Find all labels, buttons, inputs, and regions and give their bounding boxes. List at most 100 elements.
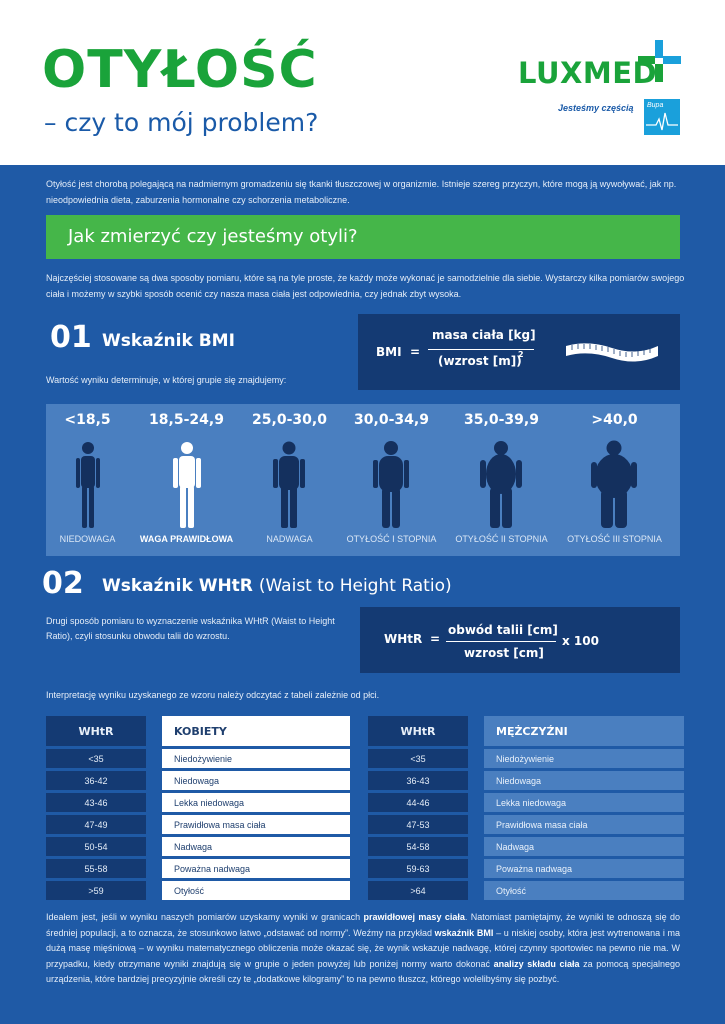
category-label: Niedowaga [484, 771, 684, 790]
bmi-formula-box: BMI = masa ciała [kg] (wzrost [m]) 2 [358, 314, 680, 390]
table-row: 54-58 Nadwaga [368, 837, 684, 856]
content-area [0, 165, 725, 1024]
closing-bold: prawidłowej masy ciała [363, 912, 465, 922]
body-silhouette-icon [273, 441, 305, 528]
section-banner: Jak zmierzyć czy jesteśmy otyli? [46, 215, 680, 259]
table-row: >64 Otyłość [368, 881, 684, 900]
bmi-range: >40,0 [591, 412, 638, 428]
table-row: 50-54 Nadwaga [46, 837, 350, 856]
bmi-category-6: >40,0 OTYŁOŚĆ III STOPNIA [562, 404, 667, 556]
whtr-title: Wskaźnik WHtR (Waist to Height Ratio) [102, 576, 452, 596]
category-label: Lekka niedowaga [162, 793, 350, 812]
intro-paragraph: Otyłość jest chorobą polegającą na nadmi… [46, 179, 677, 205]
whtr-range: 44-46 [368, 793, 468, 812]
section-number-02: 02 [42, 566, 84, 601]
closing-paragraph: Ideałem jest, jeśli w wyniku naszych pom… [46, 910, 680, 988]
table-row: 44-46 Lekka niedowaga [368, 793, 684, 812]
bmi-category-label: OTYŁOŚĆ II STOPNIA [455, 534, 548, 544]
bmi-range: 25,0-30,0 [252, 412, 327, 428]
closing-text: Ideałem jest, jeśli w wyniku naszych pom… [46, 912, 364, 922]
banner-title: Jak zmierzyć czy jesteśmy otyli? [68, 226, 358, 247]
category-label: Poważna nadwaga [162, 859, 350, 878]
body-silhouette-icon [591, 440, 637, 528]
whtr-formula-box: WHtR = obwód talii [cm] wzrost [cm] x 10… [360, 607, 680, 673]
whtr-range: >64 [368, 881, 468, 900]
whtr-title-main: Wskaźnik WHtR [102, 576, 253, 596]
category-label: Lekka niedowaga [484, 793, 684, 812]
whtr-title-sub: (Waist to Height Ratio) [258, 576, 452, 596]
page-header: OTYŁOŚĆ – czy to mój problem? LUXMED Jes… [0, 0, 725, 165]
whtr-range: <35 [46, 749, 146, 768]
table-header: WHtR MĘŻCZYŹNI [368, 716, 684, 746]
bmi-formula-label: BMI [376, 345, 402, 359]
bmi-category-label: OTYŁOŚĆ I STOPNIA [346, 534, 437, 544]
category-label: Niedożywienie [162, 749, 350, 768]
table-row: <35 Niedożywienie [46, 749, 350, 768]
whtr-range: 59-63 [368, 859, 468, 878]
table-row: 36-42 Niedowaga [46, 771, 350, 790]
bmi-denominator: (wzrost [m]) [438, 354, 522, 368]
column-header: WHtR [368, 716, 468, 746]
column-header: WHtR [46, 716, 146, 746]
table-row: 43-46 Lekka niedowaga [46, 793, 350, 812]
closing-bold: analizy składu ciała [493, 958, 580, 969]
bmi-lead-text: Wartość wyniku determinuje, w której gru… [46, 375, 287, 385]
bmi-title: Wskaźnik BMI [102, 331, 235, 351]
bmi-category-2: 18,5-24,9 WAGA PRAWIDŁOWA [134, 404, 239, 556]
category-label: Otyłość [162, 881, 350, 900]
bmi-exponent: 2 [518, 350, 524, 359]
closing-bold: wskaźnik BMI [434, 927, 494, 938]
bmi-category-1: <18,5 NIEDOWAGA [35, 404, 140, 556]
category-label: Niedowaga [162, 771, 350, 790]
section-number-01: 01 [50, 320, 92, 355]
bupa-logo-icon: Bupa [644, 99, 680, 135]
bmi-category-4: 30,0-34,9 OTYŁOŚĆ I STOPNIA [339, 404, 444, 556]
whtr-description: Drugi sposób pomiaru to wyznaczenie wska… [46, 616, 335, 641]
closing-text: – u niskiej osoby, która jest wytrenowan… [46, 927, 681, 969]
table-row: 59-63 Poważna nadwaga [368, 859, 684, 878]
whtr-range: 55-58 [46, 859, 146, 878]
closing-text: za pomocą specjalnego urządzenia, które … [46, 958, 681, 985]
luxmed-logo: LUXMED [518, 56, 658, 90]
whtr-denominator: wzrost [cm] [464, 646, 544, 660]
bmi-category-label-active: WAGA PRAWIDŁOWA [139, 534, 234, 544]
bmi-range: 18,5-24,9 [149, 412, 224, 428]
interpretation-text: Interpretację wyniku uzyskanego ze wzoru… [46, 690, 380, 700]
whtr-range: 47-49 [46, 815, 146, 834]
table-row: 36-43 Niedowaga [368, 771, 684, 790]
category-label: Prawidłowa masa ciała [484, 815, 684, 834]
column-header: MĘŻCZYŹNI [484, 716, 684, 746]
women-whtr-table: WHtR KOBIETY <35 Niedożywienie 36-42 Niedo… [46, 713, 350, 903]
bmi-range: 35,0-39,9 [464, 412, 539, 428]
page-title: OTYŁOŚĆ [42, 40, 318, 100]
bmi-category-label: NADWAGA [266, 534, 313, 544]
bmi-category-3: 25,0-30,0 NADWAGA [237, 404, 342, 556]
closing-text: . Natomiast pamiętajmy, że wyniki te odn… [46, 912, 681, 938]
whtr-range: <35 [368, 749, 468, 768]
whtr-numerator: obwód talii [cm] [448, 623, 558, 637]
category-label: Otyłość [484, 881, 684, 900]
category-label: Prawidłowa masa ciała [162, 815, 350, 834]
category-label: Nadwaga [162, 837, 350, 856]
whtr-fraction-line [446, 641, 556, 642]
bmi-range: 30,0-34,9 [354, 412, 429, 428]
bmi-range: <18,5 [64, 412, 111, 428]
table-row: 47-53 Prawidłowa masa ciała [368, 815, 684, 834]
whtr-range: >59 [46, 881, 146, 900]
page-subtitle: – czy to mój problem? [44, 108, 319, 137]
bupa-text: Bupa [647, 102, 664, 109]
whtr-range: 50-54 [46, 837, 146, 856]
category-label: Niedożywienie [484, 749, 684, 768]
luxmed-cross-icon [638, 40, 681, 82]
bmi-fraction-line [428, 349, 534, 350]
body-silhouette-icon [76, 442, 100, 528]
whtr-formula-label: WHtR [384, 632, 423, 646]
body-silhouette-icon [480, 441, 522, 528]
bmi-categories-panel: <18,5 NIEDOWAGA 18,5-24,9 WAGA PRAWIDŁOW… [46, 404, 680, 556]
table-row: 55-58 Poważna nadwaga [46, 859, 350, 878]
men-whtr-table: WHtR MĘŻCZYŹNI <35 Niedożywienie 36-43 Nie… [368, 713, 684, 903]
whtr-equals: = [430, 632, 441, 646]
table-header: WHtR KOBIETY [46, 716, 350, 746]
whtr-range: 43-46 [46, 793, 146, 812]
tagline: Jesteśmy częścią [558, 103, 634, 113]
